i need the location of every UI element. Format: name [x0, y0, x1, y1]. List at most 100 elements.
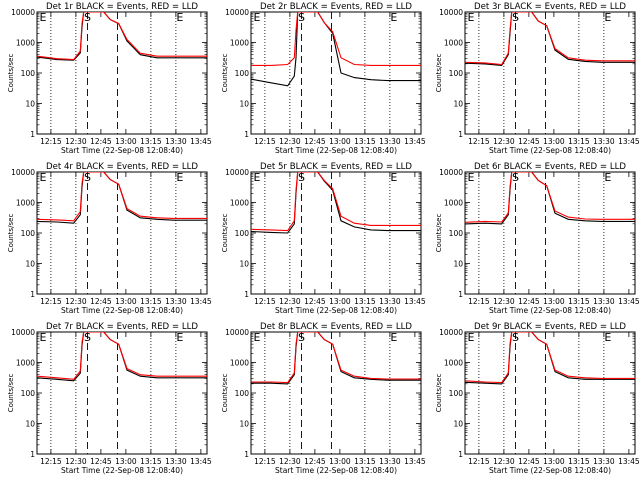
- x-tick-label: 12:15: [468, 137, 490, 146]
- x-axis-label: Start Time (22-Sep-08 12:08:40): [275, 306, 397, 315]
- y-tick-label: 1: [458, 290, 463, 299]
- interval-marker: S: [298, 11, 305, 24]
- interval-marker: E: [390, 171, 397, 184]
- x-tick-label: 12:45: [304, 137, 326, 146]
- y-tick-label: 10000: [225, 328, 249, 337]
- x-tick-label: 13:15: [140, 297, 162, 306]
- y-axis-label: Counts/sec: [221, 54, 229, 93]
- plot-frame: [36, 331, 208, 455]
- x-tick-label: 12:30: [279, 137, 301, 146]
- y-tick-label: 100: [235, 229, 250, 238]
- x-tick-label: 13:45: [190, 457, 212, 466]
- panel-title: Det 6r BLACK = Events, RED = LLD: [474, 162, 626, 172]
- x-tick-label: 13:45: [618, 457, 640, 466]
- panel-title: Det 9r BLACK = Events, RED = LLD: [474, 322, 626, 332]
- panel-title: Det 4r BLACK = Events, RED = LLD: [46, 162, 198, 172]
- y-tick-label: 1000: [230, 39, 249, 48]
- x-tick-label: 12:30: [65, 457, 87, 466]
- x-tick-label: 13:00: [329, 457, 351, 466]
- x-tick-label: 13:00: [543, 457, 565, 466]
- plot-frame: [464, 171, 636, 295]
- interval-marker: S: [512, 171, 519, 184]
- x-tick-label: 13:00: [329, 137, 351, 146]
- x-tick-label: 13:15: [568, 137, 590, 146]
- series-line-lld: [37, 332, 207, 380]
- interval-marker: E: [40, 11, 47, 24]
- y-axis-label: Counts/sec: [221, 214, 229, 253]
- interval-marker: E: [604, 331, 611, 344]
- interval-marker: E: [390, 331, 397, 344]
- x-tick-label: 12:45: [90, 297, 112, 306]
- y-tick-label: 100: [235, 389, 250, 398]
- y-tick-label: 10000: [225, 168, 249, 177]
- x-tick-label: 13:30: [165, 137, 187, 146]
- y-tick-label: 10000: [439, 328, 463, 337]
- series-line-lld: [251, 172, 421, 232]
- panel-title: Det 3r BLACK = Events, RED = LLD: [474, 2, 626, 12]
- x-tick-label: 12:30: [493, 297, 515, 306]
- interval-marker: S: [298, 171, 305, 184]
- interval-marker: S: [512, 331, 519, 344]
- y-tick-label: 1: [30, 450, 35, 459]
- y-axis-label: Counts/sec: [435, 214, 443, 253]
- y-tick-label: 1: [244, 290, 249, 299]
- x-tick-label: 12:15: [40, 297, 62, 306]
- interval-marker: E: [468, 331, 475, 344]
- interval-marker: E: [468, 171, 475, 184]
- x-tick-label: 13:45: [618, 297, 640, 306]
- series-line-lld: [251, 332, 421, 384]
- y-tick-label: 10000: [439, 8, 463, 17]
- interval-marker: E: [176, 331, 183, 344]
- panel-title: Det 2r BLACK = Events, RED = LLD: [260, 2, 412, 12]
- panel-title: Det 1r BLACK = Events, RED = LLD: [46, 2, 198, 12]
- x-tick-label: 13:45: [618, 137, 640, 146]
- interval-marker: E: [254, 11, 261, 24]
- plot-frame: [464, 11, 636, 135]
- y-tick-label: 10: [25, 420, 35, 429]
- x-tick-label: 13:45: [404, 297, 426, 306]
- y-tick-label: 100: [449, 229, 464, 238]
- x-tick-label: 13:15: [140, 457, 162, 466]
- y-tick-label: 1: [458, 450, 463, 459]
- x-tick-label: 12:30: [493, 137, 515, 146]
- interval-marker: E: [254, 331, 261, 344]
- x-tick-label: 12:15: [254, 457, 276, 466]
- series-line-lld: [251, 12, 421, 66]
- x-tick-label: 12:15: [254, 137, 276, 146]
- y-tick-label: 100: [21, 229, 36, 238]
- x-tick-label: 13:00: [115, 457, 137, 466]
- x-axis-label: Start Time (22-Sep-08 12:08:40): [489, 306, 611, 315]
- interval-marker: E: [254, 171, 261, 184]
- x-axis-label: Start Time (22-Sep-08 12:08:40): [275, 146, 397, 155]
- x-tick-label: 13:30: [379, 137, 401, 146]
- x-tick-label: 12:45: [90, 137, 112, 146]
- x-tick-label: 12:15: [40, 137, 62, 146]
- plot-frame: [464, 331, 636, 455]
- x-tick-label: 12:30: [65, 137, 87, 146]
- y-axis-label: Counts/sec: [435, 54, 443, 93]
- x-axis-label: Start Time (22-Sep-08 12:08:40): [275, 466, 397, 475]
- interval-marker: S: [298, 331, 305, 344]
- x-tick-label: 12:15: [40, 457, 62, 466]
- x-tick-label: 12:45: [90, 457, 112, 466]
- x-tick-label: 12:15: [468, 297, 490, 306]
- x-tick-label: 13:30: [165, 457, 187, 466]
- y-tick-label: 1: [244, 450, 249, 459]
- y-tick-label: 100: [449, 69, 464, 78]
- x-tick-label: 13:30: [379, 297, 401, 306]
- y-tick-label: 10: [453, 260, 463, 269]
- y-tick-label: 10: [453, 420, 463, 429]
- y-tick-label: 10000: [11, 8, 35, 17]
- x-tick-label: 13:00: [115, 297, 137, 306]
- y-tick-label: 100: [449, 389, 464, 398]
- y-tick-label: 1: [244, 130, 249, 139]
- interval-marker: E: [40, 171, 47, 184]
- interval-marker: S: [512, 11, 519, 24]
- interval-marker: S: [84, 331, 91, 344]
- series-line-lld: [465, 12, 635, 66]
